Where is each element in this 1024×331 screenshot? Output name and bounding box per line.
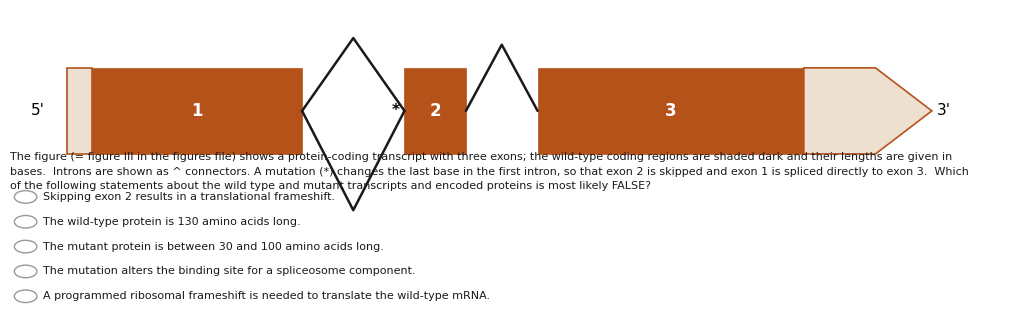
- Bar: [538, 68, 804, 154]
- Text: A programmed ribosomal frameshift is needed to translate the wild-type mRNA.: A programmed ribosomal frameshift is nee…: [43, 291, 490, 301]
- Polygon shape: [804, 68, 932, 154]
- Text: The mutant protein is between 30 and 100 amino acids long.: The mutant protein is between 30 and 100…: [43, 242, 384, 252]
- Text: 5': 5': [31, 103, 45, 118]
- Text: The mutation alters the binding site for a spliceosome component.: The mutation alters the binding site for…: [43, 266, 416, 276]
- Text: 2: 2: [429, 102, 441, 120]
- Bar: [92, 68, 302, 154]
- Text: The figure (= figure III in the figures file) shows a protein-coding transcript : The figure (= figure III in the figures …: [10, 152, 969, 191]
- Text: 1: 1: [191, 102, 203, 120]
- Text: *: *: [391, 103, 399, 118]
- Bar: [404, 68, 466, 154]
- Text: 3: 3: [665, 102, 677, 120]
- Text: The wild-type protein is 130 amino acids long.: The wild-type protein is 130 amino acids…: [43, 217, 301, 227]
- Bar: [67, 68, 92, 154]
- Text: Skipping exon 2 results in a translational frameshift.: Skipping exon 2 results in a translation…: [43, 192, 335, 202]
- Text: 3': 3': [937, 103, 951, 118]
